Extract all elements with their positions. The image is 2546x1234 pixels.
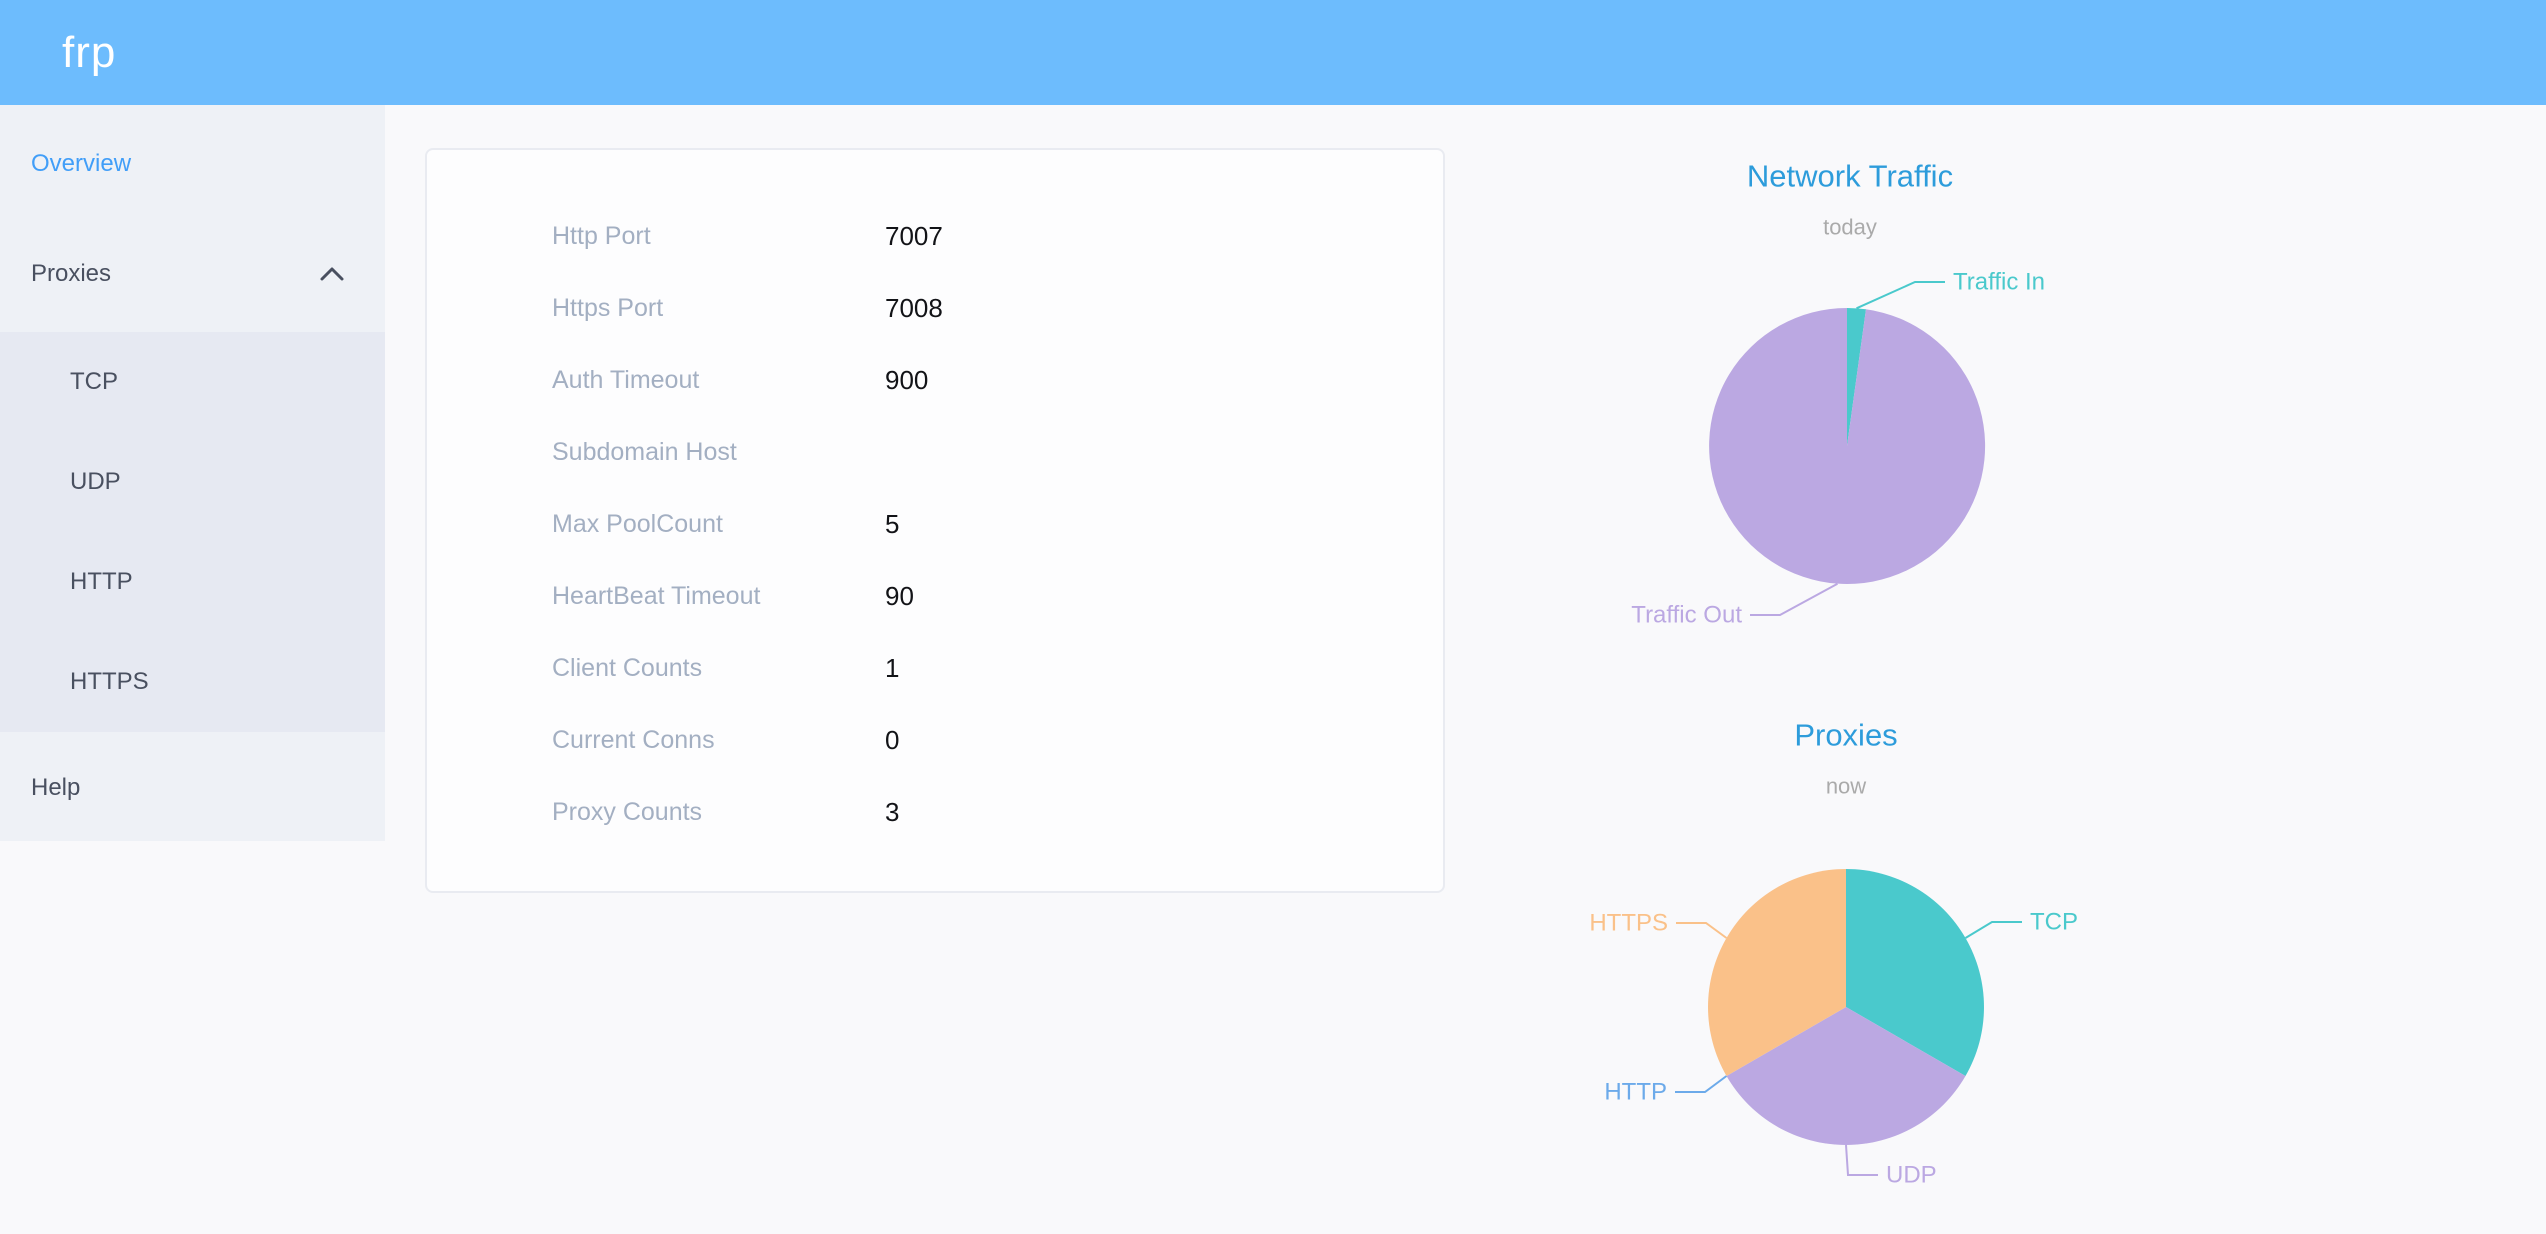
sidebar-submenu: TCP UDP HTTP HTTPS xyxy=(0,332,385,732)
config-row-auth-timeout: Auth Timeout 900 xyxy=(427,344,1443,416)
header-bar: frp xyxy=(0,0,2546,105)
sidebar-item-overview-label: Overview xyxy=(31,150,132,177)
overview-card: Http Port 7007 Https Port 7008 Auth Time… xyxy=(425,148,1445,893)
config-row-http-port: Http Port 7007 xyxy=(427,200,1443,272)
pie-proxies-label-udp: UDP xyxy=(1886,1162,1937,1189)
sidebar-item-proxies[interactable]: Proxies xyxy=(0,244,385,304)
pie-proxies-label-http: HTTP xyxy=(1604,1079,1667,1106)
pie-proxies-leader-udp xyxy=(1845,1144,1878,1176)
pie-network-traffic-leader-traffic-in xyxy=(1856,281,1945,310)
pie-proxies-slice-udp[interactable] xyxy=(1726,1007,1966,1145)
pie-network-traffic-label-traffic-in: Traffic In xyxy=(1953,269,2045,296)
sidebar-item-http-label: HTTP xyxy=(70,568,133,595)
config-row-proxy-counts: Proxy Counts 3 xyxy=(427,776,1443,848)
pie-network-traffic-label-traffic-out: Traffic Out xyxy=(1631,602,1742,629)
config-label: HeartBeat Timeout xyxy=(552,581,761,610)
config-label: Max PoolCount xyxy=(552,509,723,538)
config-label: Proxy Counts xyxy=(552,797,703,826)
pie-network-traffic-leader-traffic-out xyxy=(1750,582,1838,616)
config-row-current-conns: Current Conns 0 xyxy=(427,704,1443,776)
config-value: 7007 xyxy=(885,220,943,251)
sidebar-item-tcp[interactable]: TCP xyxy=(0,332,385,432)
config-row-subdomain-host: Subdomain Host xyxy=(427,416,1443,488)
config-value: 900 xyxy=(885,364,929,395)
config-label: Client Counts xyxy=(552,653,703,682)
sidebar-item-udp[interactable]: UDP xyxy=(0,432,385,532)
chart-title-network-traffic: Network Traffic xyxy=(1747,159,1953,194)
config-label: Current Conns xyxy=(552,725,715,754)
sidebar-item-overview[interactable]: Overview xyxy=(0,134,385,194)
sidebar-item-https[interactable]: HTTPS xyxy=(0,632,385,732)
config-value: 1 xyxy=(885,652,900,683)
chart-subtitle-proxies: now xyxy=(1826,774,1866,799)
config-row-https-port: Https Port 7008 xyxy=(427,272,1443,344)
pie-proxies-slice-tcp[interactable] xyxy=(1846,869,1984,1076)
config-label: Subdomain Host xyxy=(552,437,737,466)
chevron-up-icon xyxy=(320,267,344,281)
pie-proxies-slice-https[interactable] xyxy=(1708,869,1846,1076)
config-label: Http Port xyxy=(552,221,651,250)
chart-title-proxies: Proxies xyxy=(1794,718,1897,753)
sidebar: Overview Proxies TCP UDP HTTP HTTPS Help xyxy=(0,105,385,841)
sidebar-item-help[interactable]: Help xyxy=(0,758,385,818)
pie-proxies-leader-https xyxy=(1676,922,1728,939)
config-value: 3 xyxy=(885,796,900,827)
chart-subtitle-network-traffic: today xyxy=(1823,215,1877,240)
pie-network-traffic-slice-traffic-out[interactable] xyxy=(1709,308,1986,584)
sidebar-item-https-label: HTTPS xyxy=(70,668,149,695)
sidebar-item-tcp-label: TCP xyxy=(70,368,118,395)
pie-proxies-label-https: HTTPS xyxy=(1589,910,1668,937)
pie-proxies-label-tcp: TCP xyxy=(2030,909,2078,936)
config-value: 90 xyxy=(885,580,914,611)
sidebar-item-udp-label: UDP xyxy=(70,468,121,495)
config-row-heartbeat-timeout: HeartBeat Timeout 90 xyxy=(427,560,1443,632)
config-label: Https Port xyxy=(552,293,664,322)
sidebar-item-http[interactable]: HTTP xyxy=(0,532,385,632)
frp-logo: frp xyxy=(62,28,117,77)
pie-proxies-leader-tcp xyxy=(1964,921,2022,939)
config-value: 5 xyxy=(885,508,900,539)
config-label: Auth Timeout xyxy=(552,365,700,394)
sidebar-item-proxies-label: Proxies xyxy=(31,260,112,287)
pie-proxies-leader-http xyxy=(1675,1075,1728,1093)
config-row-client-counts: Client Counts 1 xyxy=(427,632,1443,704)
config-value: 7008 xyxy=(885,292,943,323)
sidebar-item-help-label: Help xyxy=(31,774,81,801)
config-value: 0 xyxy=(885,724,900,755)
config-row-max-poolcount: Max PoolCount 5 xyxy=(427,488,1443,560)
pie-network-traffic-slice-traffic-in[interactable] xyxy=(1847,307,1866,446)
